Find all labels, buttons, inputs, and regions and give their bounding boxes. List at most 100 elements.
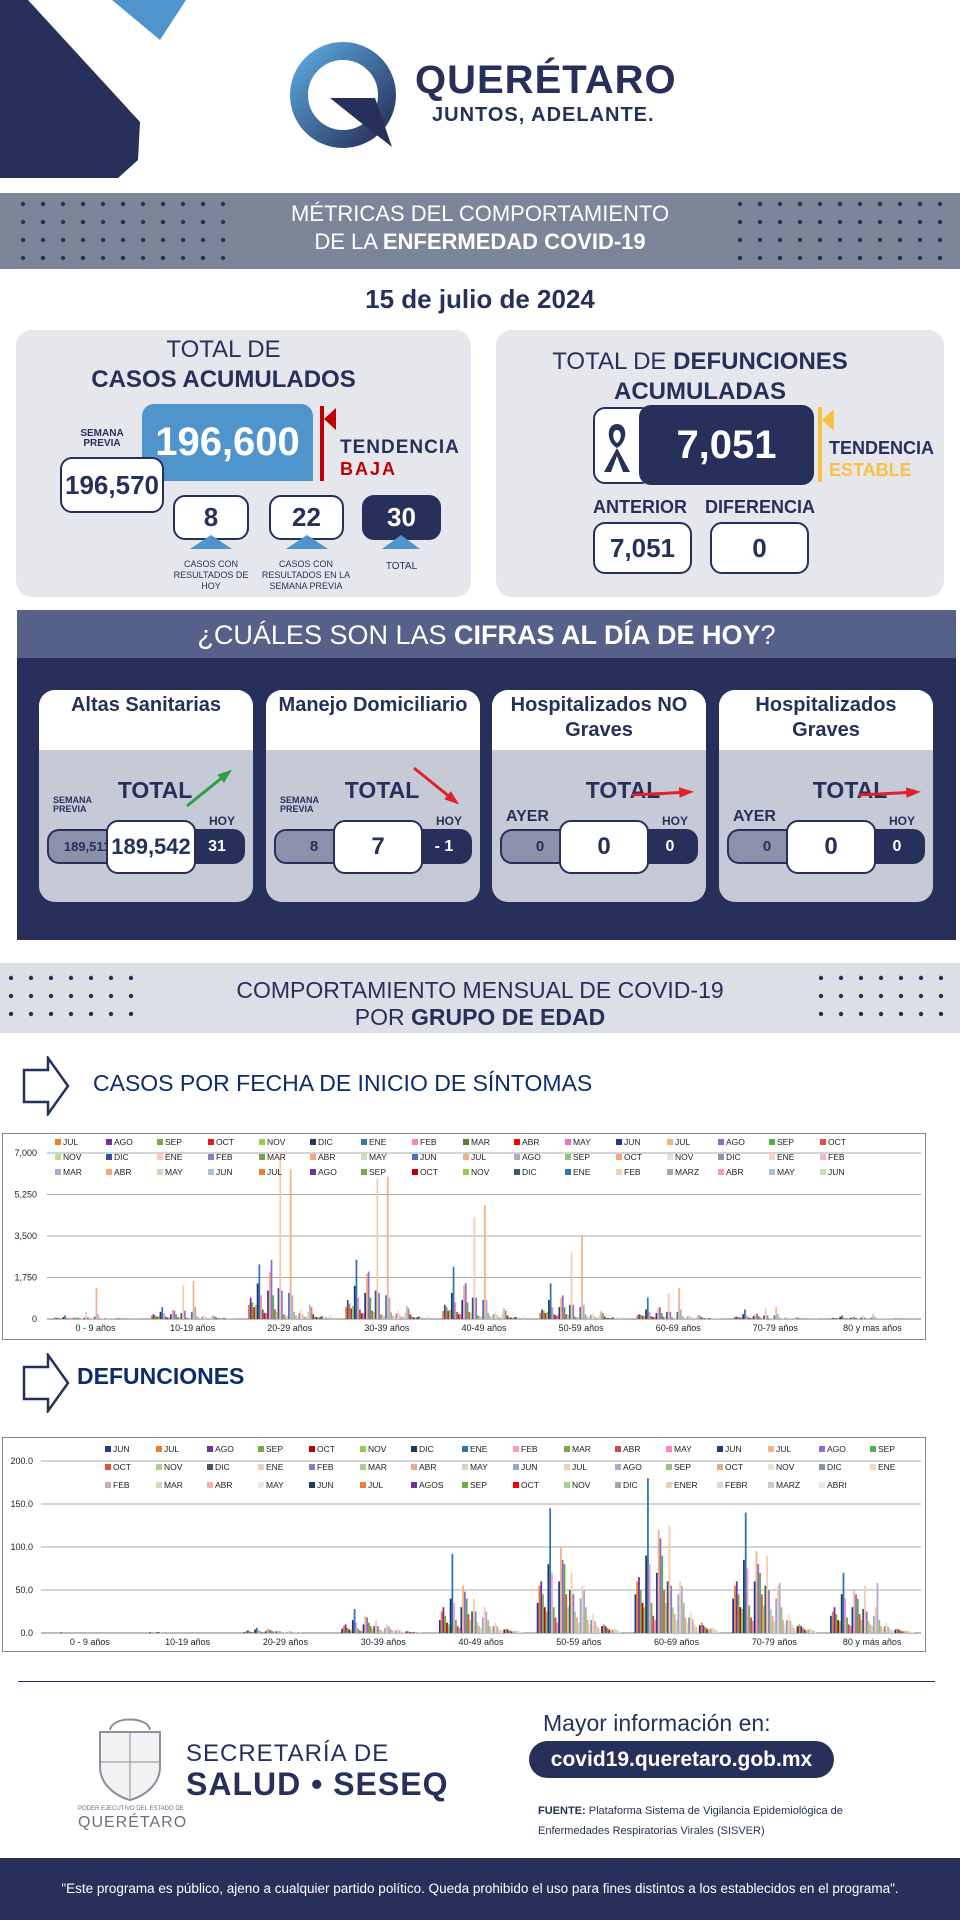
legend-label: ENE (777, 1152, 795, 1162)
bar (849, 1317, 852, 1319)
legend-label: MAY (470, 1462, 488, 1472)
bar (382, 1631, 385, 1633)
bar (746, 1568, 749, 1633)
x-tick-label: 40-49 años (461, 1323, 507, 1333)
bar (541, 1309, 543, 1319)
bar (322, 1317, 325, 1319)
bar (595, 1625, 598, 1633)
bar (750, 1617, 752, 1633)
legend-swatch (769, 1169, 775, 1175)
bar (86, 1317, 89, 1319)
bar (478, 1626, 481, 1633)
bar (264, 1631, 267, 1633)
bar (175, 1314, 178, 1319)
legend-swatch (718, 1169, 724, 1175)
bar (905, 1631, 907, 1633)
y-tick-label: 0 (32, 1314, 37, 1324)
bar (872, 1314, 875, 1319)
bar (472, 1598, 475, 1633)
bar (163, 1313, 165, 1319)
bar (773, 1620, 776, 1633)
bar (664, 1602, 667, 1633)
bar (371, 1310, 373, 1319)
bar (570, 1572, 573, 1633)
bar (95, 1288, 98, 1319)
bar (499, 1630, 502, 1633)
bar (270, 1630, 273, 1633)
dots (735, 199, 945, 263)
bar (600, 1311, 602, 1319)
bar (225, 1318, 228, 1319)
bar (638, 1577, 640, 1633)
bar (418, 1632, 420, 1633)
bar (912, 1632, 915, 1633)
bar (254, 1629, 256, 1633)
legend-swatch (718, 1139, 724, 1145)
y-tick-label: 100.0 (10, 1542, 33, 1552)
bar (376, 1626, 379, 1633)
bar (268, 1271, 271, 1319)
bar (407, 1631, 410, 1633)
bar (870, 1317, 873, 1319)
bar (203, 1315, 205, 1319)
bar (513, 1317, 516, 1319)
bar (842, 1572, 845, 1633)
logo-arrow (330, 98, 392, 147)
bar (425, 1317, 427, 1319)
legend-swatch (106, 1154, 112, 1160)
bar (414, 1317, 417, 1319)
bar (522, 1317, 525, 1319)
legend-swatch (768, 1482, 774, 1488)
legend-swatch (769, 1154, 775, 1160)
legend-swatch (870, 1464, 876, 1470)
bar (763, 1315, 765, 1319)
bar (467, 1614, 470, 1633)
bar (288, 1292, 290, 1319)
y-tick-label: 200.0 (10, 1456, 33, 1466)
bar (619, 1318, 622, 1319)
bar (613, 1628, 616, 1633)
bar (364, 1615, 367, 1633)
text: Plataforma Sistema de Vigilancia Epidemi… (538, 1805, 843, 1837)
text: SALUD • SESEQ (186, 1766, 449, 1802)
x-tick-label: 0 - 9 años (76, 1323, 117, 1333)
bar (72, 1318, 75, 1319)
bar (589, 1315, 592, 1319)
bar (297, 1632, 299, 1633)
legend-swatch (361, 1139, 367, 1145)
bar (251, 1302, 254, 1319)
legend-swatch (105, 1482, 111, 1488)
bar (197, 1317, 200, 1319)
legend-swatch (259, 1139, 265, 1145)
bar (404, 1312, 407, 1319)
bar (704, 1626, 707, 1633)
bar (737, 1316, 739, 1319)
bar (686, 1622, 689, 1633)
bar (295, 1632, 298, 1633)
trend-flag (324, 408, 336, 430)
bar (556, 1622, 559, 1633)
legend-label: JUL (572, 1462, 587, 1472)
bar (510, 1317, 512, 1319)
bar (549, 1283, 552, 1319)
bar (105, 1317, 108, 1319)
pointers (190, 535, 420, 549)
bar (114, 1317, 117, 1319)
bar (76, 1317, 79, 1319)
bar (614, 1317, 616, 1319)
hoy-header (17, 610, 956, 658)
bar (559, 1547, 562, 1633)
bar (464, 1591, 466, 1633)
text: TOTAL DE DEFUNCIONES ACUMULADAS (540, 347, 860, 407)
bar (575, 1316, 578, 1319)
arrow-icon (22, 1353, 70, 1413)
bar (518, 1317, 521, 1319)
bar (839, 1316, 842, 1319)
bar (463, 1285, 465, 1319)
bar (556, 1315, 559, 1319)
bar (447, 1310, 450, 1319)
bar (773, 1315, 776, 1319)
url-link[interactable]: covid19.queretaro.gob.mx (529, 1741, 834, 1778)
bar (196, 1316, 198, 1319)
bar (784, 1317, 786, 1319)
